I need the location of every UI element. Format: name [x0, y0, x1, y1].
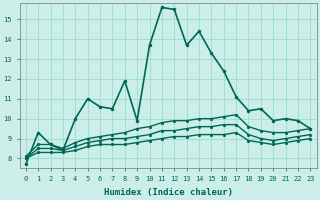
X-axis label: Humidex (Indice chaleur): Humidex (Indice chaleur) [104, 188, 233, 197]
